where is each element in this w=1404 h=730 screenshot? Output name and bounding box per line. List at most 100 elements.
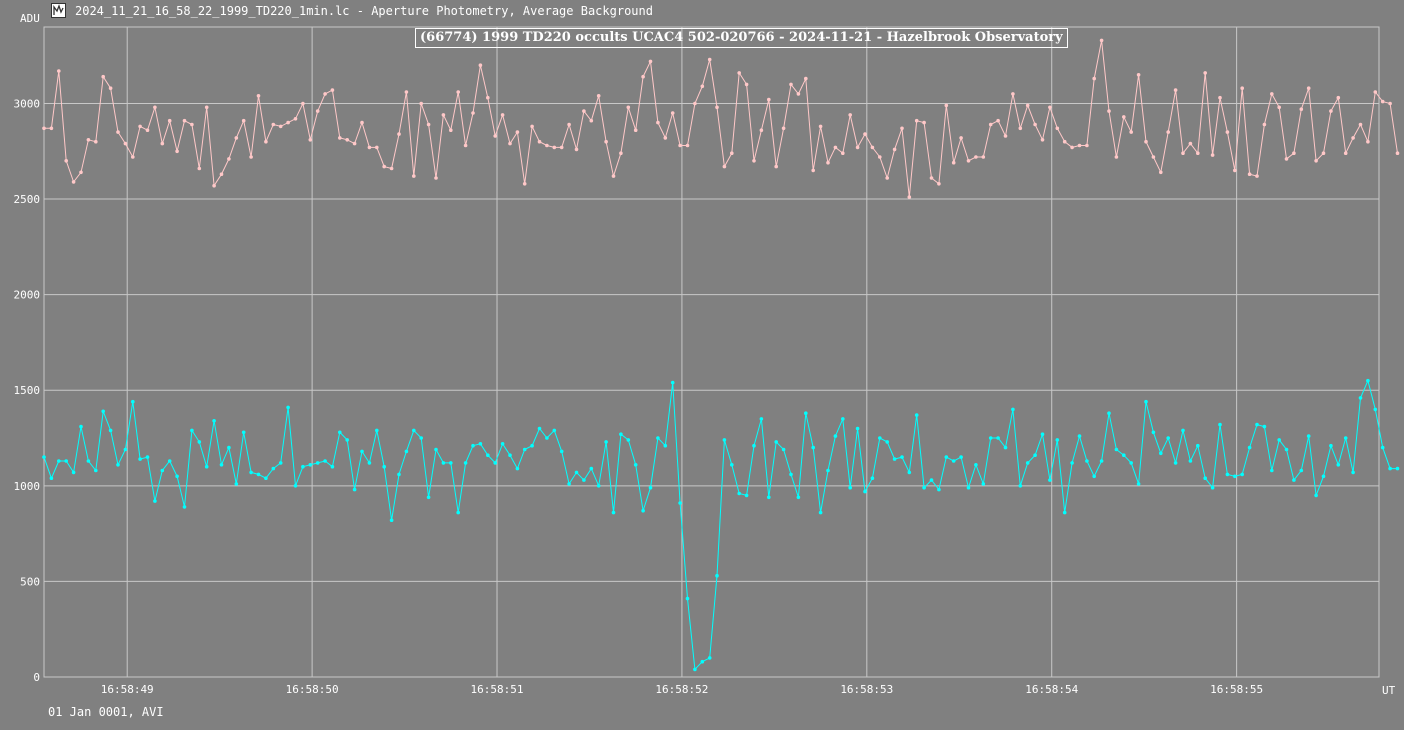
data-point [375,428,379,433]
data-point [94,468,98,473]
data-point [1166,436,1170,440]
data-point [175,149,179,154]
data-point [707,656,712,660]
data-point [449,461,453,465]
data-point [900,455,904,459]
data-point [57,69,61,73]
data-point [537,426,542,431]
data-point [596,484,601,488]
data-point [1099,38,1104,43]
data-point [855,426,860,431]
data-point [892,457,897,461]
data-point [1159,170,1163,175]
data-point [1255,174,1259,178]
data-point [1048,105,1052,110]
data-point [131,155,135,159]
data-point [79,424,83,429]
data-point [500,442,505,446]
data-point [1343,436,1348,440]
data-point [1018,484,1023,488]
data-point [878,436,882,440]
data-point [885,440,889,444]
x-tick-label: 16:58:53 [840,683,893,696]
data-point [1188,459,1193,463]
data-point [1358,122,1363,127]
data-point [522,182,527,186]
data-point [1233,168,1237,173]
data-point [1225,472,1230,477]
data-point [1055,438,1060,442]
data-point [574,470,579,475]
data-point [833,145,838,150]
data-point [1306,86,1311,90]
data-point [811,445,815,450]
data-point [1055,126,1060,131]
data-point [1107,109,1111,113]
data-point [271,466,276,471]
data-point [841,417,845,421]
data-point [663,443,668,448]
data-point [789,82,793,87]
data-point [493,134,498,138]
data-point [463,461,468,465]
data-point [1025,461,1030,465]
data-point [1077,434,1082,438]
data-point [715,105,719,110]
data-point [64,459,68,463]
data-point [367,145,372,150]
data-point [900,126,904,131]
data-point [774,164,778,169]
data-point [1380,445,1385,450]
data-point [1395,151,1400,155]
data-point [301,464,305,469]
data-point [256,94,261,98]
data-point [574,147,579,152]
y-tick-label: 2000 [14,289,41,302]
data-point [1048,478,1052,482]
data-point [293,484,298,488]
data-point [1129,461,1133,465]
data-point [86,459,91,463]
data-point [101,74,105,79]
data-point [204,464,209,469]
data-point [1373,407,1378,412]
data-point [1210,153,1215,157]
data-point [94,139,98,144]
data-point [419,436,424,440]
footer-date-source: 01 Jan 0001, AVI [48,705,164,719]
data-point [1292,478,1296,482]
data-point [500,113,505,117]
data-point [929,478,934,482]
data-point [863,489,867,494]
data-point [863,132,867,136]
target-star-series [42,378,1400,672]
y-tick-label: 1500 [14,384,41,397]
data-point [204,105,209,110]
data-point [57,459,61,463]
data-point [951,160,956,165]
data-point [241,430,246,435]
data-point [996,436,1000,440]
data-point [818,124,823,129]
y-tick-label: 3000 [14,97,41,110]
data-point [367,461,372,465]
data-point [389,166,394,171]
data-point [841,151,845,155]
data-point [1136,73,1141,77]
light-curve-app-icon[interactable] [51,3,66,18]
data-point [1270,92,1274,96]
data-point [434,176,438,180]
data-point [160,141,165,146]
data-point [153,105,157,110]
data-point [286,120,290,125]
data-point [670,380,675,385]
data-point [1284,447,1289,452]
data-point [123,141,128,146]
data-point [1366,139,1370,144]
data-point [878,155,882,159]
data-point [545,143,549,148]
data-point [182,118,187,123]
data-point [1380,99,1385,104]
data-point [929,176,934,180]
